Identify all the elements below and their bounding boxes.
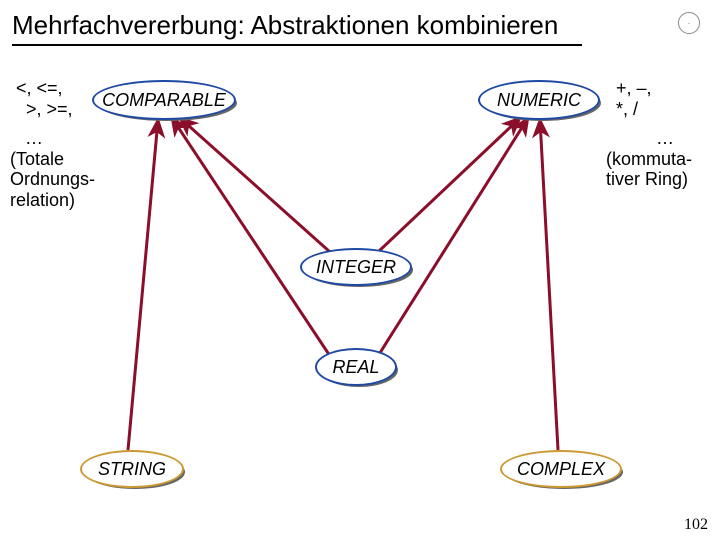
arrow-string-to-comparable: [128, 120, 158, 450]
node-label-numeric: NUMERIC: [478, 80, 600, 120]
node-label-complex: COMPLEX: [500, 450, 622, 488]
node-label-integer: INTEGER: [300, 248, 412, 286]
node-label-string: STRING: [80, 450, 184, 488]
arrow-real-to-comparable: [172, 118, 330, 356]
node-label-real: REAL: [315, 348, 397, 386]
node-label-comparable: COMPARABLE: [92, 80, 236, 120]
node-complex: COMPLEX: [500, 450, 618, 484]
corner-logo: ·: [678, 12, 700, 34]
node-comparable: COMPARABLE: [92, 80, 232, 116]
left-desc-annotation: … (Totale Ordnungs- relation): [10, 128, 95, 211]
page-number: 102: [684, 516, 708, 534]
page-title: Mehrfachvererbung: Abstraktionen kombini…: [12, 10, 558, 41]
arrow-integer-to-comparable: [180, 118, 330, 252]
left-ops-annotation: <, <=, >, >=,: [16, 78, 73, 119]
right-desc-annotation: … (kommuta- tiver Ring): [606, 128, 692, 190]
arrow-integer-to-numeric: [378, 118, 520, 252]
node-string: STRING: [80, 450, 180, 484]
node-real: REAL: [315, 348, 393, 382]
node-integer: INTEGER: [300, 248, 408, 282]
node-numeric: NUMERIC: [478, 80, 596, 116]
arrow-real-to-numeric: [378, 118, 528, 356]
title-underline: [12, 44, 582, 46]
arrow-complex-to-numeric: [540, 120, 558, 450]
right-ops-annotation: +, –, *, /: [616, 78, 652, 119]
